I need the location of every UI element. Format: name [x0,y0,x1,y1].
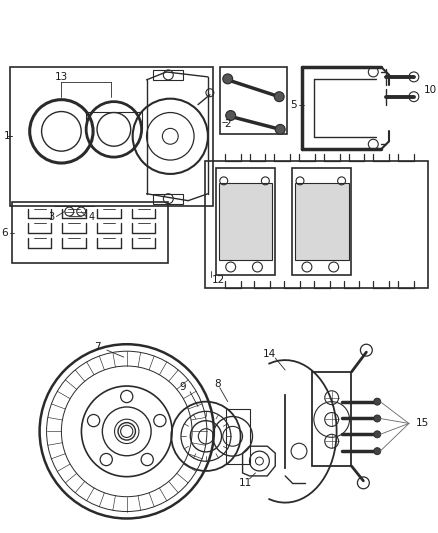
Circle shape [374,448,381,455]
Text: 11: 11 [239,478,252,488]
Bar [220,67,287,134]
Text: 15: 15 [416,418,429,429]
Circle shape [374,431,381,438]
Text: 7: 7 [94,342,100,352]
Bar [153,70,183,80]
Text: 4: 4 [89,213,95,222]
Text: 5: 5 [290,100,297,110]
Bar [312,372,351,466]
Bar [205,161,428,288]
Circle shape [223,74,233,84]
Circle shape [226,110,236,120]
Bar [12,201,168,263]
Text: 14: 14 [263,349,276,359]
Circle shape [374,415,381,422]
Circle shape [374,398,381,405]
Bar [295,183,349,260]
Text: 9: 9 [180,382,187,392]
Bar [153,193,183,204]
Text: 12: 12 [212,275,225,285]
Bar [10,67,213,206]
Bar [292,168,351,275]
Text: 2: 2 [224,119,230,130]
Text: 6: 6 [1,228,8,238]
Text: 10: 10 [424,85,437,95]
Text: 3: 3 [48,213,54,222]
Text: 8: 8 [215,379,221,389]
Bar [216,168,275,275]
Bar [226,409,251,464]
Circle shape [275,124,285,134]
Text: 1: 1 [4,131,11,141]
Circle shape [274,92,284,102]
Text: 13: 13 [55,72,68,82]
Bar [219,183,272,260]
